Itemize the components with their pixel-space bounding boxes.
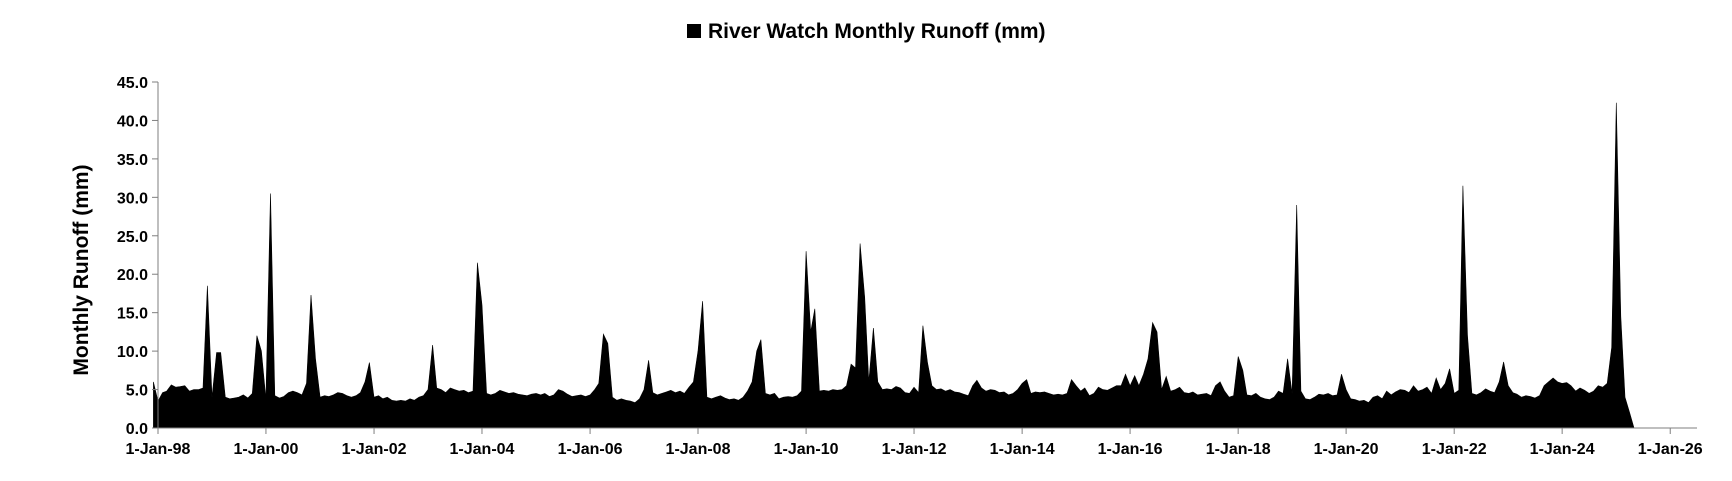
y-tick-label: 5.0 [126, 383, 148, 400]
series-area-runoff [153, 102, 1635, 429]
y-tick-label: 10.0 [117, 344, 148, 361]
y-tick-label: 30.0 [117, 190, 148, 207]
legend: River Watch Monthly Runoff (mm) [687, 20, 1046, 43]
y-tick-label: 20.0 [117, 267, 148, 284]
x-tick-label: 1-Jan-22 [1422, 441, 1487, 458]
plot-area: 0.0 5.0 10.0 15.0 20.0 25.0 30.0 35.0 40.0 45.0 1-… [117, 75, 1703, 458]
legend-swatch [687, 24, 701, 38]
x-tick-label: 1-Jan-24 [1530, 441, 1595, 458]
x-tick-label: 1-Jan-04 [450, 441, 515, 458]
x-tick-label: 1-Jan-14 [990, 441, 1055, 458]
legend-label: River Watch Monthly Runoff (mm) [708, 20, 1046, 43]
x-tick-label: 1-Jan-02 [342, 441, 407, 458]
x-tick-label: 1-Jan-08 [666, 441, 731, 458]
x-tick-label: 1-Jan-18 [1206, 441, 1271, 458]
y-tick-label: 0.0 [126, 421, 148, 438]
x-tick-label: 1-Jan-12 [882, 441, 947, 458]
x-tick-label: 1-Jan-26 [1638, 441, 1703, 458]
y-tick-label: 40.0 [117, 113, 148, 130]
y-tick-label: 35.0 [117, 152, 148, 169]
x-tick-label: 1-Jan-98 [126, 441, 191, 458]
x-tick-label: 1-Jan-10 [774, 441, 839, 458]
y-tick-label: 25.0 [117, 229, 148, 246]
x-tick-label: 1-Jan-20 [1314, 441, 1379, 458]
x-tick-label: 1-Jan-00 [233, 441, 298, 458]
y-tick-label: 15.0 [117, 306, 148, 323]
y-axis-title: Monthly Runoff (mm) [70, 164, 93, 375]
x-tick-label: 1-Jan-06 [558, 441, 623, 458]
y-tick-label: 45.0 [117, 75, 148, 92]
x-tick-label: 1-Jan-16 [1098, 441, 1163, 458]
